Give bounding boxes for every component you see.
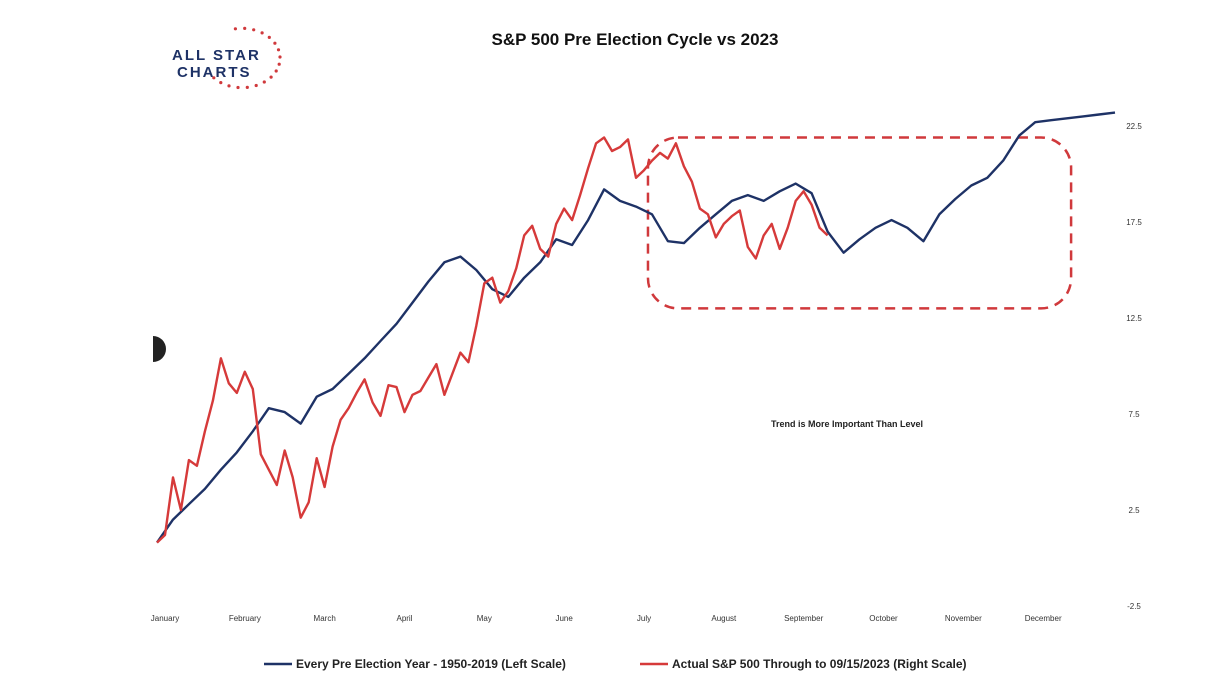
y-tick-label: 7.5 [1128, 410, 1140, 419]
x-tick-label-february: February [229, 614, 261, 623]
logo: ALL STAR CHARTS [172, 26, 282, 90]
logo-text-line1: ALL STAR [172, 47, 261, 64]
x-tick-label-november: November [945, 614, 982, 623]
x-tick-label-august: August [711, 614, 737, 623]
y-tick-label: 12.5 [1126, 314, 1142, 323]
left-edge-marker-icon [153, 336, 166, 362]
chart-title: S&P 500 Pre Election Cycle vs 2023 [492, 30, 779, 49]
x-tick-label-march: March [314, 614, 336, 623]
x-tick-label-may: May [477, 614, 492, 623]
trend-annotation: Trend is More Important Than Level [771, 419, 923, 429]
y-tick-label: -2.5 [1127, 602, 1141, 611]
x-tick-label-june: June [555, 614, 573, 623]
x-tick-label-january: January [151, 614, 179, 623]
y-axis-right: -2.5 2.5 7.5 12.5 17.5 22.5 [1126, 122, 1142, 611]
x-tick-label-december: December [1025, 614, 1062, 623]
logo-text-line2: CHARTS [177, 64, 252, 81]
x-tick-label-july: July [637, 614, 651, 623]
legend-label-actual-2023: Actual S&P 500 Through to 09/15/2023 (Ri… [672, 657, 967, 671]
x-tick-label-october: October [869, 614, 898, 623]
y-tick-label: 2.5 [1128, 506, 1140, 515]
highlight-box [646, 136, 1073, 310]
x-axis: January February March April May June July Augu… [151, 614, 1062, 623]
series-line-pre-election [156, 111, 1116, 544]
x-tick-label-april: April [396, 614, 412, 623]
x-tick-label-september: September [784, 614, 823, 623]
series-line-actual-2023 [156, 136, 829, 544]
legend: Every Pre Election Year - 1950-2019 (Lef… [264, 657, 967, 671]
y-tick-label: 17.5 [1126, 218, 1142, 227]
y-tick-label: 22.5 [1126, 122, 1142, 131]
legend-label-pre-election: Every Pre Election Year - 1950-2019 (Lef… [296, 657, 566, 671]
logo-stars-icon [212, 26, 282, 90]
